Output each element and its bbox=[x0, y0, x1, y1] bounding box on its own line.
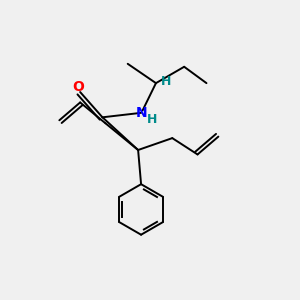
Text: H: H bbox=[147, 113, 158, 126]
Text: H: H bbox=[161, 75, 172, 88]
Text: O: O bbox=[72, 80, 84, 94]
Text: N: N bbox=[136, 106, 148, 120]
